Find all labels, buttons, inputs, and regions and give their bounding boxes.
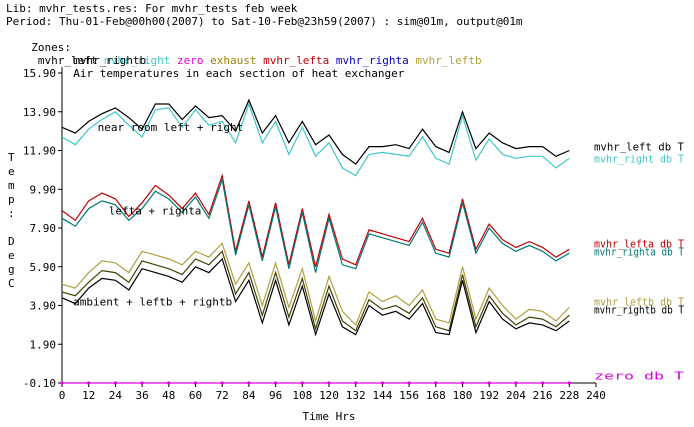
y-axis-label-char: :: [8, 207, 15, 220]
series-point: [274, 381, 278, 385]
series-end-label: mvhr_rightb db T: [594, 304, 685, 316]
zone-name: mvhr_leftb: [408, 54, 482, 67]
y-axis-label-char: g: [8, 263, 15, 276]
series-point: [487, 381, 491, 385]
y-axis-label-char: e: [8, 249, 15, 262]
series-line: [61, 102, 570, 177]
series-point: [434, 381, 438, 385]
x-tick-label: 36: [135, 389, 148, 402]
x-tick-label: 0: [59, 389, 66, 402]
y-tick-label: 9.90: [30, 183, 57, 196]
series-point: [327, 381, 331, 385]
x-tick-label: 168: [426, 389, 446, 402]
series-point: [87, 381, 91, 385]
y-tick-label: 11.90: [23, 145, 56, 158]
series-end-label: mvhr_righta db T: [594, 246, 685, 258]
x-tick-label: 48: [162, 389, 175, 402]
x-tick-label: 180: [453, 389, 473, 402]
series-end-label: mvhr_lefta db T: [594, 239, 685, 251]
series-point: [113, 381, 117, 385]
zone-name: exhaust: [203, 54, 257, 67]
x-tick-label: 216: [533, 389, 553, 402]
series-line: [61, 173, 570, 267]
y-tick-label: 15.90: [23, 67, 56, 80]
series-point: [300, 381, 304, 385]
x-tick-label: 12: [82, 389, 95, 402]
zone-list: mvhr_left mvhr_right zero exhaust mvhr_l…: [31, 54, 482, 67]
y-tick-label: -0.10: [23, 377, 56, 390]
series-point: [514, 381, 518, 385]
series-point: [354, 381, 358, 385]
x-tick-label: 156: [399, 389, 419, 402]
zone-name-rightb: mvhr_rightb: [73, 54, 166, 67]
y-tick-label: 1.90: [30, 338, 57, 351]
zone-name: mvhr_right: [97, 54, 171, 67]
zone-name: mvhr_righta: [329, 54, 409, 67]
x-axis-label: Time Hrs: [303, 410, 356, 423]
chart-annotation: lefta + righta: [109, 204, 202, 217]
zone-name: mvhr_left: [31, 54, 98, 67]
series-line: [61, 242, 570, 326]
y-tick-label: 3.90: [30, 300, 57, 313]
series-end-label: mvhr_left db T: [594, 142, 685, 154]
series-point: [541, 381, 545, 385]
x-tick-label: 144: [372, 389, 392, 402]
series-point: [167, 381, 171, 385]
x-tick-label: 108: [292, 389, 312, 402]
series-line: [61, 177, 570, 273]
x-tick-label: 204: [506, 389, 526, 402]
chart-annotation: near room left + right: [98, 121, 244, 134]
y-axis-label-char: e: [8, 165, 15, 178]
zone-name: mvhr_lefta: [256, 54, 330, 67]
chart-subtitle: Air temperatures in each section of heat…: [73, 67, 405, 80]
series-end-label: zero db T: [594, 370, 685, 382]
x-tick-label: 192: [479, 389, 499, 402]
x-tick-label: 120: [319, 389, 339, 402]
y-axis-label-char: m: [8, 179, 15, 192]
series-line: [61, 257, 570, 337]
x-tick-label: 96: [269, 389, 282, 402]
x-tick-label: 24: [109, 389, 123, 402]
y-axis-label-char: C: [8, 277, 15, 290]
y-axis-label-char: T: [8, 151, 15, 164]
x-tick-label: 228: [559, 389, 579, 402]
zones-legend: Zones: mvhr_left mvhr_right zero exhaust…: [18, 28, 482, 67]
period-line: Period: Thu-01-Feb@00h00(2007) to Sat-10…: [6, 15, 523, 28]
x-tick-label: 132: [346, 389, 366, 402]
series-point: [220, 381, 224, 385]
x-tick-label: 60: [189, 389, 202, 402]
series-line: [61, 98, 570, 165]
zones-legend-row2: mvhr_rightb Air temperatures in each sec…: [60, 41, 404, 80]
chart-annotation: ambient + leftb + rightb: [73, 296, 232, 309]
series-point: [140, 381, 144, 385]
series-point: [407, 381, 411, 385]
series-end-label: mvhr_leftb db T: [594, 297, 685, 309]
y-tick-label: 7.90: [30, 222, 57, 235]
y-axis-label-char: p: [8, 193, 15, 206]
zone-name: zero: [170, 54, 204, 67]
x-tick-label: 84: [242, 389, 256, 402]
zones-label: Zones:: [31, 41, 71, 54]
y-axis-label-char: D: [8, 235, 15, 248]
y-tick-label: 13.90: [23, 106, 56, 119]
series-point: [193, 381, 198, 385]
series-line: [61, 250, 570, 332]
series-point: [380, 381, 384, 385]
x-tick-label: 72: [216, 389, 229, 402]
lib-line: Lib: mvhr_tests.res: For mvhr_tests feb …: [6, 2, 298, 15]
series-point: [60, 381, 64, 385]
y-tick-label: 5.90: [30, 261, 57, 274]
series-end-label: mvhr_right db T: [594, 153, 685, 165]
series-point: [567, 381, 571, 385]
series-point: [460, 381, 465, 385]
x-tick-label: 240: [586, 389, 606, 402]
series-point: [247, 381, 251, 385]
